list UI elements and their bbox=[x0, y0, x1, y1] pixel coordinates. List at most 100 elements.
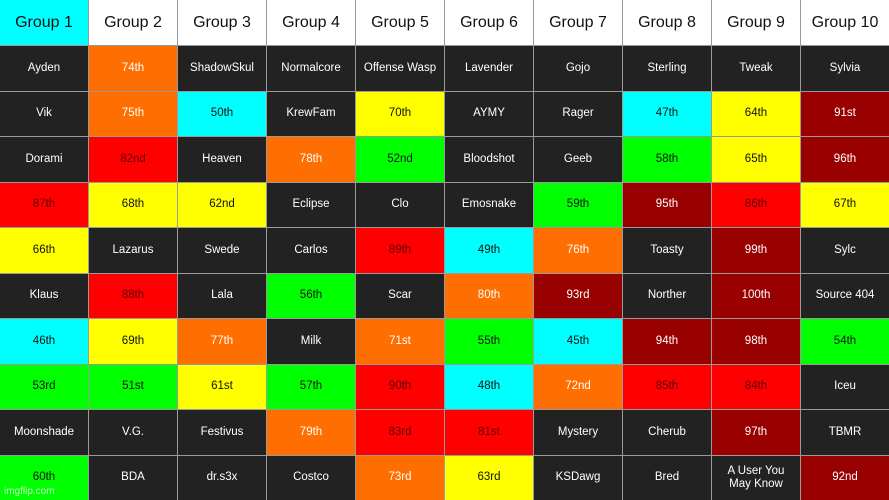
grid-cell: Klaus bbox=[0, 273, 88, 318]
grid-cell: 62nd bbox=[178, 182, 266, 227]
grid-cell: 95th bbox=[623, 182, 711, 227]
grid-cell: Offense Wasp bbox=[356, 46, 444, 91]
grid-cell: 94th bbox=[623, 319, 711, 364]
grid-cell: Sylc bbox=[801, 228, 889, 273]
grid-cell: ShadowSkul bbox=[178, 46, 266, 91]
grid-cell: 75th bbox=[89, 91, 177, 136]
grid-cell: 96th bbox=[801, 137, 889, 182]
grid-cell: Tweak bbox=[712, 46, 800, 91]
grid-cell: 85th bbox=[623, 364, 711, 409]
column-header: Group 2 bbox=[89, 0, 177, 45]
grid-cell: 59th bbox=[534, 182, 622, 227]
grid-cell: Norther bbox=[623, 273, 711, 318]
grid-cell: 90th bbox=[356, 364, 444, 409]
grid-cell: 93rd bbox=[534, 273, 622, 318]
grid-cell: Geeb bbox=[534, 137, 622, 182]
grid-cell: 47th bbox=[623, 91, 711, 136]
grid-cell: V.G. bbox=[89, 410, 177, 455]
grid-cell: 64th bbox=[712, 91, 800, 136]
grid-cell: TBMR bbox=[801, 410, 889, 455]
grid-cell: AYMY bbox=[445, 91, 533, 136]
grid-cell: Swede bbox=[178, 228, 266, 273]
grid-cell: 84th bbox=[712, 364, 800, 409]
grid-cell: 76th bbox=[534, 228, 622, 273]
grid-cell: KrewFam bbox=[267, 91, 355, 136]
grid-cell: 71st bbox=[356, 319, 444, 364]
grid-cell: Iceu bbox=[801, 364, 889, 409]
grid-cell: 87th bbox=[0, 182, 88, 227]
grid-cell: KSDawg bbox=[534, 455, 622, 500]
grid-cell: 70th bbox=[356, 91, 444, 136]
grid-cell: 83rd bbox=[356, 410, 444, 455]
grid-cell: Lazarus bbox=[89, 228, 177, 273]
grid-cell: Bred bbox=[623, 455, 711, 500]
grid-cell: 63rd bbox=[445, 455, 533, 500]
grid-cell: 48th bbox=[445, 364, 533, 409]
grid-cell: 69th bbox=[89, 319, 177, 364]
grid-cell: 56th bbox=[267, 273, 355, 318]
grid-cell: 45th bbox=[534, 319, 622, 364]
grid-cell: 54th bbox=[801, 319, 889, 364]
grid-cell: 73rd bbox=[356, 455, 444, 500]
grid-cell: dr.s3x bbox=[178, 455, 266, 500]
column-header: Group 9 bbox=[712, 0, 800, 45]
column-header: Group 4 bbox=[267, 0, 355, 45]
grid-cell: 60th bbox=[0, 455, 88, 500]
grid-cell: 53rd bbox=[0, 364, 88, 409]
grid-cell: 98th bbox=[712, 319, 800, 364]
grid-cell: Sylvia bbox=[801, 46, 889, 91]
column-header: Group 1 bbox=[0, 0, 88, 45]
grid-cell: 67th bbox=[801, 182, 889, 227]
grid-cell: 99th bbox=[712, 228, 800, 273]
grid-cell: 74th bbox=[89, 46, 177, 91]
grid-cell: Ayden bbox=[0, 46, 88, 91]
grid-cell: 58th bbox=[623, 137, 711, 182]
grid-cell: Costco bbox=[267, 455, 355, 500]
grid-cell: 57th bbox=[267, 364, 355, 409]
grid-cell: Lavender bbox=[445, 46, 533, 91]
grid-cell: 86th bbox=[712, 182, 800, 227]
grid-cell: 61st bbox=[178, 364, 266, 409]
grid-cell: 91st bbox=[801, 91, 889, 136]
grid-cell: Gojo bbox=[534, 46, 622, 91]
grid-cell: 49th bbox=[445, 228, 533, 273]
grid-cell: Festivus bbox=[178, 410, 266, 455]
grid-cell: 92nd bbox=[801, 455, 889, 500]
grid-cell: 82nd bbox=[89, 137, 177, 182]
grid-cell: Carlos bbox=[267, 228, 355, 273]
grid-cell: 52nd bbox=[356, 137, 444, 182]
grid-cell: 51st bbox=[89, 364, 177, 409]
grid-cell: Cherub bbox=[623, 410, 711, 455]
grid-cell: Bloodshot bbox=[445, 137, 533, 182]
grid-cell: Normalcore bbox=[267, 46, 355, 91]
grid-cell: Rager bbox=[534, 91, 622, 136]
grid-cell: Source 404 bbox=[801, 273, 889, 318]
grid-cell: 65th bbox=[712, 137, 800, 182]
grid-cell: A User You May Know bbox=[712, 455, 800, 500]
grid-cell: 100th bbox=[712, 273, 800, 318]
grid-cell: Clo bbox=[356, 182, 444, 227]
grid-cell: 89th bbox=[356, 228, 444, 273]
grid-cell: Heaven bbox=[178, 137, 266, 182]
grid-cell: Dorami bbox=[0, 137, 88, 182]
grid-cell: 55th bbox=[445, 319, 533, 364]
grid-cell: Mystery bbox=[534, 410, 622, 455]
grid-cell: 97th bbox=[712, 410, 800, 455]
grid-cell: Vik bbox=[0, 91, 88, 136]
grid-cell: 88th bbox=[89, 273, 177, 318]
grid-cell: Milk bbox=[267, 319, 355, 364]
grid-cell: Toasty bbox=[623, 228, 711, 273]
grid-cell: Lala bbox=[178, 273, 266, 318]
grid-cell: 66th bbox=[0, 228, 88, 273]
grid-cell: 81st bbox=[445, 410, 533, 455]
grid-cell: 79th bbox=[267, 410, 355, 455]
column-header: Group 6 bbox=[445, 0, 533, 45]
grid-cell: BDA bbox=[89, 455, 177, 500]
column-header: Group 10 bbox=[801, 0, 889, 45]
column-header: Group 7 bbox=[534, 0, 622, 45]
grid-cell: 78th bbox=[267, 137, 355, 182]
grid-cell: 72nd bbox=[534, 364, 622, 409]
grid-cell: Sterling bbox=[623, 46, 711, 91]
grid-cell: 77th bbox=[178, 319, 266, 364]
